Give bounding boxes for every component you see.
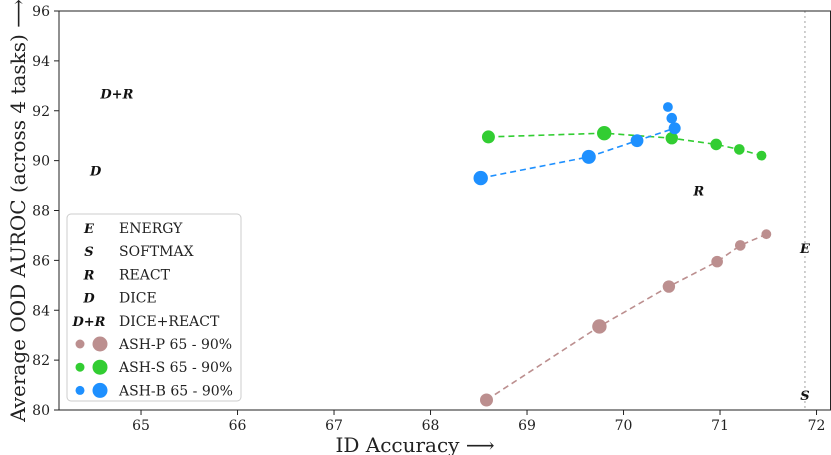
x-tick-label: 70: [615, 418, 633, 434]
legend-swatch-large: [92, 359, 108, 375]
legend-glyph: D+R: [72, 315, 106, 330]
x-axis-label: ID Accuracy ⟶: [335, 433, 494, 455]
marker-energy: E: [799, 242, 811, 257]
series-0-point: [761, 229, 772, 240]
marker-dice-react: D+R: [99, 87, 133, 102]
legend-swatch-large: [92, 382, 108, 398]
y-tick-label: 94: [32, 54, 50, 70]
y-tick-label: 86: [32, 253, 50, 269]
legend-swatch-small: [75, 385, 85, 395]
series-0-point: [662, 280, 676, 293]
x-tick-label: 72: [808, 418, 826, 434]
series-1-point: [481, 130, 495, 144]
legend-swatch-large: [92, 336, 108, 352]
series-2-point: [581, 149, 596, 164]
series-2-point: [630, 134, 644, 148]
y-tick-label: 88: [32, 204, 50, 220]
legend-label: ASH-P 65 - 90%: [118, 337, 232, 353]
series-1-point: [756, 150, 767, 161]
marker-softmax: S: [800, 389, 809, 404]
series-2-point: [668, 122, 681, 135]
legend-label: ENERGY: [119, 221, 183, 237]
series-2-point: [473, 170, 488, 186]
marker-react: R: [692, 185, 704, 200]
legend-swatch-small: [75, 339, 85, 349]
legend-glyph: E: [83, 222, 95, 237]
series-1-point: [665, 131, 678, 145]
y-tick-label: 82: [32, 353, 50, 369]
series-2-point: [663, 102, 673, 112]
x-tick-label: 71: [711, 418, 729, 434]
y-tick-label: 92: [32, 104, 50, 120]
legend-glyph: D: [82, 292, 95, 307]
legend-swatch-small: [75, 362, 85, 372]
legend-label: ASH-S 65 - 90%: [118, 360, 232, 376]
series-0-point: [592, 319, 607, 334]
legend-glyph: S: [84, 245, 93, 260]
marker-dice: D: [89, 165, 102, 180]
legend-label: DICE: [119, 291, 157, 307]
legend-glyph: R: [83, 268, 95, 283]
y-tick-label: 84: [32, 303, 50, 319]
y-axis-label: Average OOD AUROC (across 4 tasks) ⟶: [6, 0, 30, 423]
legend-label: DICE+REACT: [119, 314, 220, 330]
series-1-point: [734, 144, 745, 155]
x-tick-label: 69: [518, 418, 536, 434]
x-tick-label: 67: [325, 418, 343, 434]
x-tick-label: 68: [422, 418, 440, 434]
series-0-point: [479, 393, 493, 407]
legend-label: REACT: [119, 267, 171, 283]
x-tick-label: 66: [229, 418, 247, 434]
series-1-point: [710, 138, 722, 151]
series-0-point: [734, 240, 746, 251]
series-0-point: [711, 255, 723, 268]
series-1-point: [597, 125, 612, 141]
y-tick-label: 96: [32, 4, 50, 20]
y-tick-label: 90: [32, 154, 50, 170]
y-tick-label: 80: [32, 403, 50, 419]
legend-box: [66, 213, 242, 402]
legend-label: ASH-B 65 - 90%: [118, 383, 233, 399]
series-2-point: [666, 112, 678, 124]
x-tick-label: 65: [132, 418, 150, 434]
legend-label: SOFTMAX: [119, 244, 194, 260]
